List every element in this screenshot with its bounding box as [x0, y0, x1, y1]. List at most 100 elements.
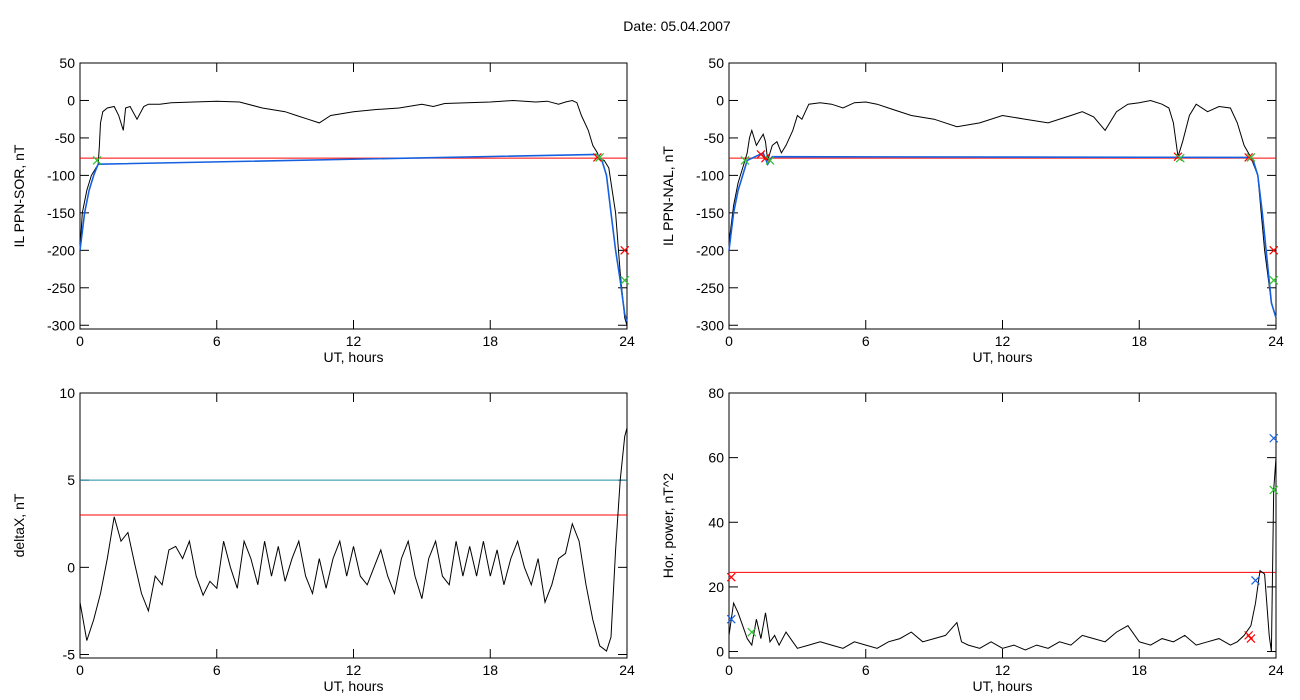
marker-stroke — [756, 149, 766, 159]
marker-stroke — [747, 627, 757, 637]
y-tick-label: 80 — [708, 385, 724, 401]
y-tick-label: -200 — [47, 242, 75, 258]
x-tick-label: 6 — [213, 662, 221, 678]
series-line — [728, 151, 1277, 319]
marker-stroke — [1244, 630, 1254, 640]
x-tick-label: 24 — [1268, 333, 1284, 349]
y-tick-label: -300 — [47, 317, 75, 333]
marker-stroke — [592, 152, 602, 162]
marker-point — [1246, 634, 1256, 644]
x-axis-label: UT, hours — [324, 349, 384, 365]
x-tick-label: 24 — [1268, 662, 1284, 678]
x-tick-label: 18 — [1131, 662, 1147, 678]
y-tick-label: -250 — [696, 280, 724, 296]
series-line — [79, 427, 628, 652]
marker-stroke — [761, 153, 770, 163]
y-axis-label: IL PPN-NAL, nT — [660, 146, 676, 246]
series-line — [79, 153, 628, 322]
marker-point — [726, 614, 736, 624]
x-axis-label: UT, hours — [973, 349, 1033, 365]
x-tick-label: 12 — [995, 662, 1011, 678]
plot-frame — [728, 62, 1277, 330]
plot-frame — [79, 62, 628, 330]
y-tick-label: 60 — [708, 450, 724, 466]
y-tick-label: -5 — [63, 647, 76, 663]
marker-point — [1175, 153, 1185, 163]
marker-stroke — [620, 275, 630, 285]
marker-point — [1244, 152, 1254, 162]
marker-stroke — [92, 155, 102, 165]
marker-stroke — [765, 155, 775, 165]
x-tick-label: 18 — [482, 333, 498, 349]
x-tick-label: 0 — [76, 333, 84, 349]
y-tick-label: -100 — [47, 167, 75, 183]
y-tick-label: 0 — [67, 559, 75, 575]
marker-stroke — [1269, 485, 1279, 495]
y-tick-label: 0 — [67, 92, 75, 108]
x-tick-label: 24 — [619, 662, 635, 678]
y-tick-label: -50 — [55, 130, 75, 146]
x-tick-label: 6 — [862, 333, 870, 349]
x-tick-label: 0 — [725, 662, 733, 678]
y-tick-label: -250 — [47, 280, 75, 296]
x-tick-label: 12 — [995, 333, 1011, 349]
series-line — [728, 99, 1277, 318]
marker-point — [761, 153, 770, 163]
x-tick-label: 12 — [346, 662, 362, 678]
marker-point — [592, 152, 602, 162]
marker-point — [1251, 576, 1260, 585]
y-tick-label: 20 — [708, 579, 724, 595]
plot-panel-hor-power: 0 6 12 18 24 80 60 40 20 0 UT, hours Hor. power, nT… — [660, 385, 1284, 694]
marker-stroke — [1246, 152, 1256, 162]
marker-point — [595, 152, 605, 162]
x-tick-label: 0 — [725, 333, 733, 349]
marker-point — [1246, 152, 1256, 162]
y-tick-label: -150 — [47, 205, 75, 221]
marker-stroke — [620, 245, 630, 255]
plot-frame — [728, 392, 1277, 659]
marker-point — [92, 155, 102, 165]
y-tick-label: 50 — [708, 55, 724, 71]
y-tick-label: 50 — [59, 55, 75, 71]
y-axis-label: Hor. power, nT^2 — [660, 473, 676, 579]
x-tick-label: 0 — [76, 662, 84, 678]
marker-stroke — [740, 155, 750, 165]
marker-point — [765, 155, 775, 165]
marker-point — [1269, 275, 1279, 285]
y-tick-label: -100 — [696, 167, 724, 183]
marker-point — [620, 245, 630, 255]
marker-stroke — [1244, 152, 1254, 162]
x-tick-label: 12 — [346, 333, 362, 349]
plot-panel-sor: 0 6 12 18 24 50 0 -50 -100 -150 -200 -250 -300 UT, ho… — [11, 55, 635, 365]
series-line — [79, 99, 628, 326]
marker-point — [747, 627, 757, 637]
y-tick-label: -50 — [704, 130, 724, 146]
y-tick-label: 0 — [716, 92, 724, 108]
x-tick-label: 18 — [482, 662, 498, 678]
plot-frame — [79, 392, 628, 659]
y-tick-label: 10 — [59, 385, 75, 401]
x-tick-label: 6 — [862, 662, 870, 678]
marker-stroke — [1269, 275, 1279, 285]
marker-stroke — [1269, 245, 1279, 255]
marker-point — [740, 155, 750, 165]
y-tick-label: -200 — [696, 242, 724, 258]
marker-stroke — [1175, 153, 1185, 163]
marker-stroke — [1246, 634, 1256, 644]
page-title: Date: 05.04.2007 — [623, 18, 731, 34]
x-tick-label: 18 — [1131, 333, 1147, 349]
marker-point — [620, 275, 630, 285]
marker-point — [1269, 245, 1279, 255]
y-tick-label: -150 — [696, 205, 724, 221]
y-tick-label: 0 — [716, 644, 724, 660]
marker-point — [1269, 485, 1279, 495]
y-tick-label: 5 — [67, 472, 75, 488]
y-tick-label: 40 — [708, 514, 724, 530]
marker-point — [1269, 433, 1279, 443]
x-tick-label: 6 — [213, 333, 221, 349]
marker-stroke — [1251, 576, 1260, 585]
x-axis-label: UT, hours — [973, 678, 1033, 694]
y-axis-label: deltaX, nT — [11, 493, 27, 557]
